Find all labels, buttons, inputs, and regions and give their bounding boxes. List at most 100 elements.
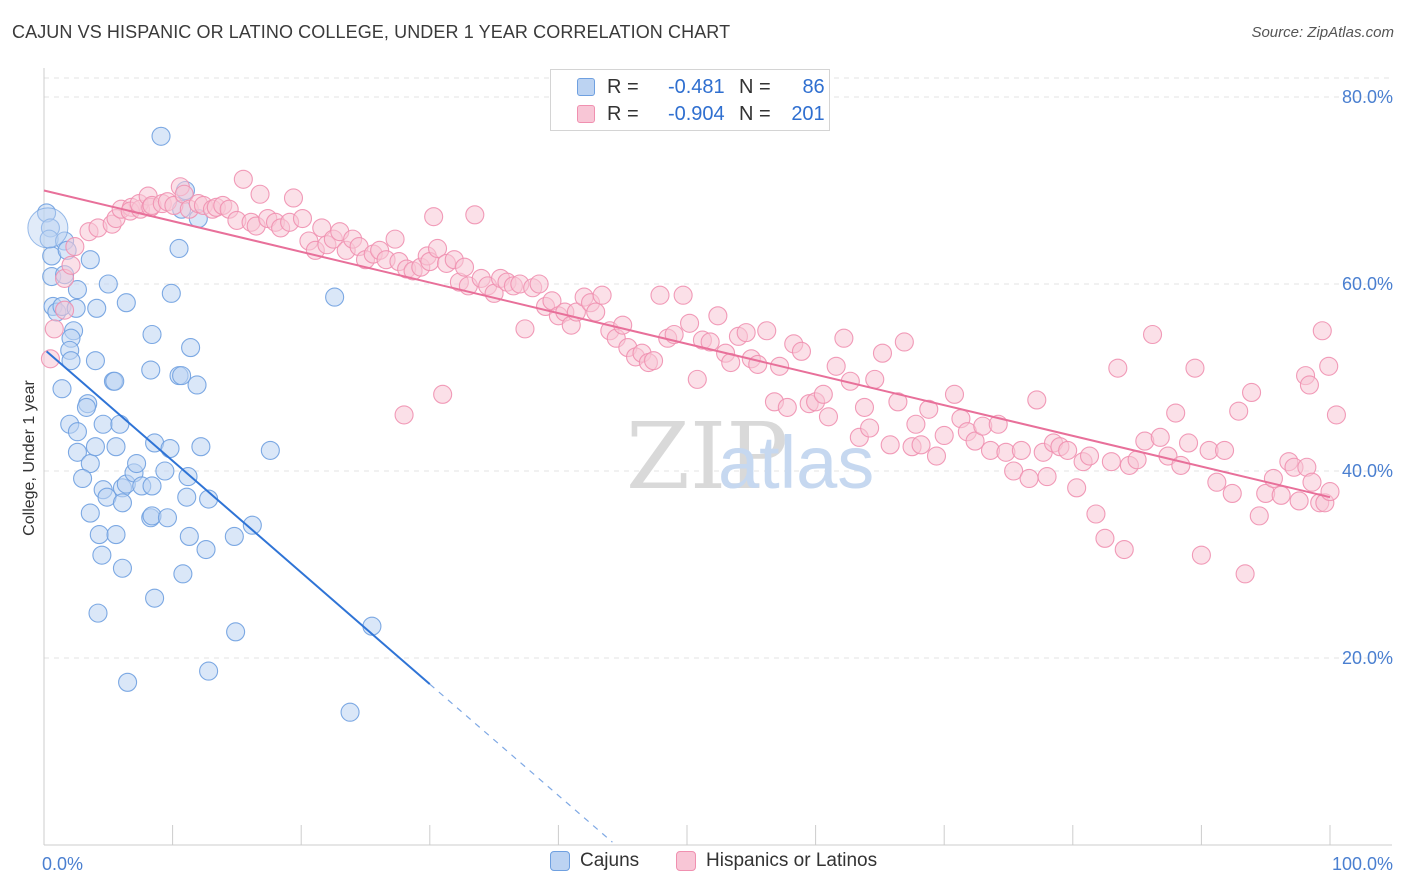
data-point-large (27, 207, 69, 249)
data-point (894, 332, 914, 352)
data-point (757, 321, 777, 341)
data-point (142, 476, 162, 496)
data-point (1229, 401, 1249, 421)
data-point (919, 399, 939, 419)
data-point (260, 440, 280, 460)
data-point (67, 422, 87, 442)
legend-n-label: N = (739, 75, 771, 98)
watermark-atlas: atlas (718, 421, 874, 504)
data-point (854, 397, 875, 417)
data-point (105, 371, 125, 391)
data-point (173, 564, 193, 584)
series-cajuns (37, 126, 382, 722)
data-point (1185, 358, 1205, 378)
data-point (1222, 483, 1242, 503)
data-point (965, 431, 985, 451)
series-swatch-cajuns (550, 851, 570, 871)
data-point (1101, 452, 1121, 472)
data-point (880, 435, 900, 455)
legend-r-value-hispanics: -0.904 (667, 102, 725, 125)
data-point (160, 439, 180, 459)
data-point (385, 229, 405, 249)
y-tick-label: 20.0% (1342, 648, 1393, 668)
data-point (73, 468, 93, 489)
legend-n-value-hispanics: 201 (791, 102, 825, 125)
data-point (1027, 390, 1047, 410)
data-point (1019, 468, 1039, 489)
data-point (433, 384, 453, 404)
y-tick-label: 80.0% (1342, 87, 1393, 107)
data-point (944, 384, 965, 404)
series-hispanics (40, 169, 1346, 584)
series-swatch-hispanics (676, 851, 696, 871)
legend-row-cajuns: R = -0.481 N = 86 (551, 74, 825, 100)
data-point (1271, 485, 1291, 505)
legend-n-label: N = (739, 102, 771, 125)
data-point (818, 407, 839, 427)
data-point (813, 384, 833, 404)
y-axis-label: College, Under 1 year (21, 380, 38, 536)
data-point (1108, 358, 1128, 378)
axes (43, 68, 1392, 846)
data-point (325, 287, 345, 307)
data-point (394, 405, 414, 425)
data-point (708, 306, 728, 326)
data-point (224, 526, 244, 547)
chart-title: CAJUN VS HISPANIC OR LATINO COLLEGE, UND… (12, 22, 731, 42)
legend-r-label: R = (607, 75, 639, 98)
data-point (40, 349, 60, 369)
data-point (1214, 440, 1235, 460)
data-point (1319, 356, 1339, 376)
data-point (1004, 461, 1024, 481)
series-label-hispanics: Hispanics or Latinos (706, 850, 878, 871)
tick-labels: 20.0% 40.0% 60.0% 80.0% 0.0% 100.0% (42, 87, 1393, 874)
data-point (1079, 446, 1100, 466)
data-point (650, 285, 670, 305)
data-point (1289, 491, 1309, 511)
data-point (1114, 539, 1134, 560)
data-point (1037, 467, 1057, 487)
data-point (673, 285, 693, 305)
data-point (61, 255, 81, 275)
data-point (1058, 440, 1078, 460)
data-point (169, 238, 189, 259)
data-point (860, 418, 880, 438)
data-point (85, 351, 105, 371)
data-point (362, 616, 382, 636)
data-point (85, 437, 105, 457)
data-point (826, 356, 846, 376)
trend-line-cajuns-extension (429, 683, 613, 843)
data-points (27, 126, 1346, 722)
data-point (1312, 321, 1332, 341)
data-point (1142, 324, 1163, 345)
legend-n-value-cajuns: 86 (802, 75, 825, 98)
data-point (67, 280, 87, 300)
legend-swatch-cajuns (577, 78, 595, 96)
data-point (250, 184, 270, 204)
data-point (106, 437, 126, 457)
data-point (791, 341, 812, 361)
data-point (179, 526, 199, 547)
data-point (1207, 472, 1227, 492)
data-point (106, 525, 126, 545)
data-point (116, 293, 136, 313)
data-point (1326, 405, 1346, 425)
data-point (700, 332, 720, 352)
data-point (454, 257, 475, 277)
data-point (834, 328, 854, 348)
data-point (112, 493, 132, 513)
data-point (1067, 478, 1087, 498)
data-point (680, 313, 700, 333)
data-point (233, 169, 253, 189)
data-point (1320, 482, 1340, 502)
data-point (934, 425, 954, 446)
data-point (44, 319, 64, 339)
data-point (199, 661, 219, 681)
series-legend-cajuns[interactable]: Cajuns (550, 850, 639, 872)
series-legend-hispanics[interactable]: Hispanics or Latinos (676, 850, 877, 872)
data-point (80, 503, 100, 523)
data-point (515, 319, 535, 339)
data-point (736, 323, 756, 343)
trend-lines (43, 189, 1331, 843)
data-point (586, 302, 606, 322)
